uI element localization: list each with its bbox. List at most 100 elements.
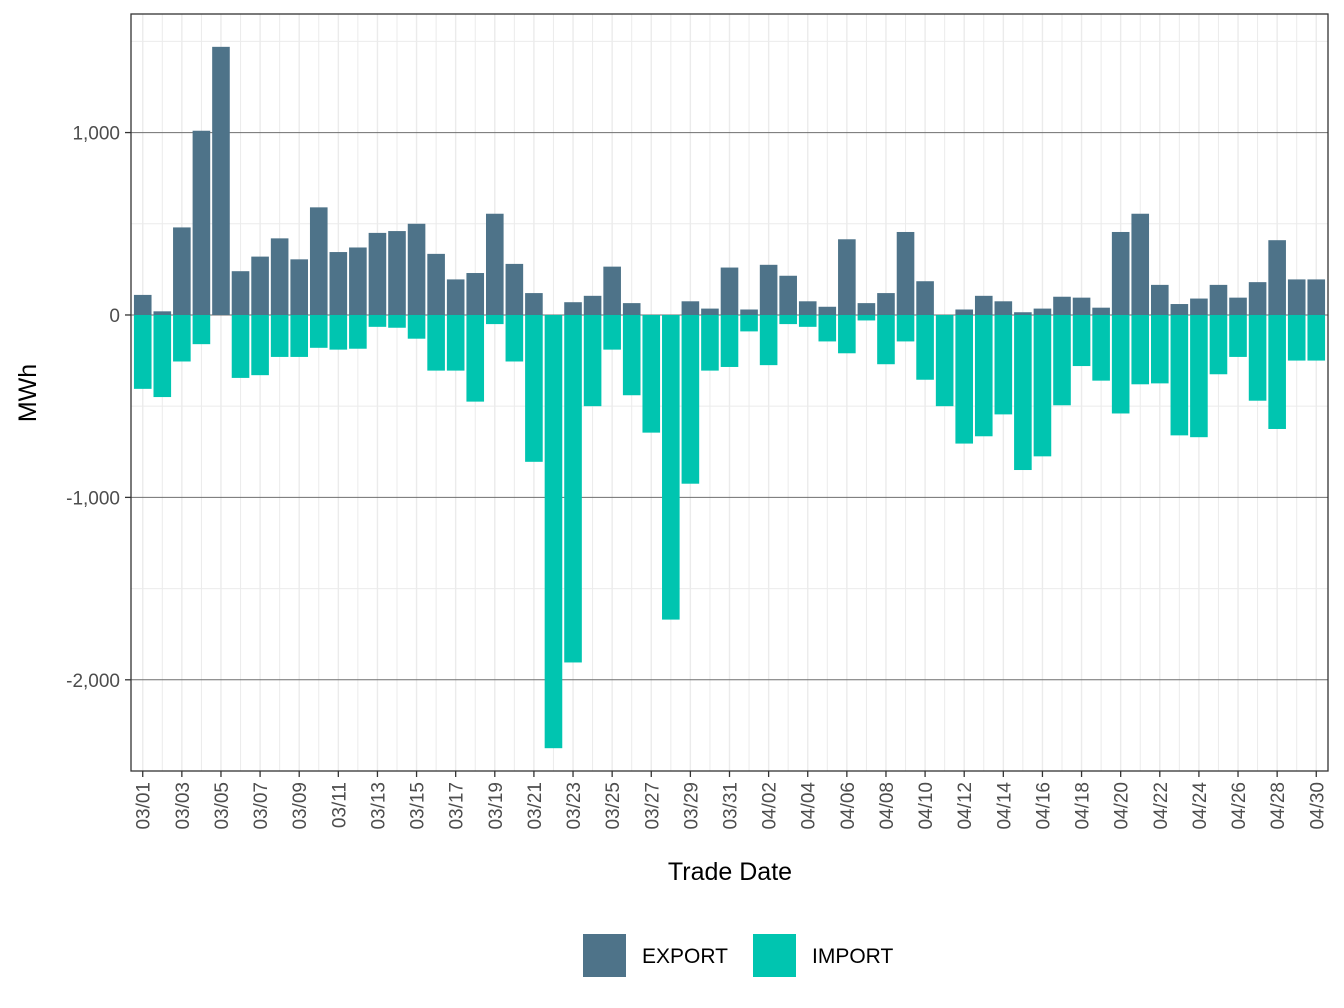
bar-import bbox=[1307, 314, 1326, 361]
bar-import bbox=[388, 314, 406, 328]
bar-export bbox=[603, 266, 621, 315]
bar-export bbox=[1033, 308, 1052, 315]
x-tick-label: 03/13 bbox=[368, 782, 389, 830]
bar-import bbox=[759, 314, 778, 366]
bar-import bbox=[838, 314, 856, 354]
bar-import bbox=[955, 314, 974, 444]
legend-label-export: EXPORT bbox=[642, 945, 728, 968]
bar-import bbox=[622, 314, 641, 396]
bar-import bbox=[896, 314, 915, 342]
bar-export bbox=[368, 232, 387, 315]
bar-export bbox=[309, 207, 328, 315]
bar-export bbox=[1170, 304, 1189, 315]
bar-export bbox=[1111, 231, 1130, 315]
bar-import bbox=[877, 314, 895, 365]
x-tick-label: 04/30 bbox=[1307, 782, 1328, 830]
bar-export bbox=[818, 306, 837, 315]
bar-export bbox=[798, 301, 817, 315]
bar-import bbox=[1014, 314, 1032, 471]
bar-import bbox=[251, 314, 269, 376]
bar-import bbox=[525, 314, 543, 462]
bar-export bbox=[1209, 284, 1228, 315]
bar-export bbox=[153, 311, 172, 315]
bar-export bbox=[349, 247, 367, 315]
bar-import bbox=[583, 314, 602, 407]
bar-import bbox=[740, 314, 758, 332]
bar-import bbox=[1131, 314, 1150, 385]
bar-export bbox=[290, 259, 309, 315]
bar-export bbox=[1053, 296, 1071, 315]
y-axis: -2,000 -1,000 0 1,000 bbox=[66, 124, 131, 692]
bar-export bbox=[759, 264, 778, 315]
bar-import bbox=[133, 314, 152, 389]
bar-import bbox=[1209, 314, 1228, 375]
bar-export bbox=[681, 301, 700, 315]
x-tick-label: 03/05 bbox=[212, 782, 233, 830]
bar-import bbox=[662, 314, 680, 620]
bar-import bbox=[1111, 314, 1130, 414]
bar-import bbox=[466, 314, 485, 402]
bar-import bbox=[1053, 314, 1071, 406]
bar-import bbox=[1229, 314, 1247, 357]
bar-export bbox=[720, 267, 739, 315]
bar-import bbox=[1190, 314, 1208, 438]
x-tick-label: 04/02 bbox=[760, 782, 781, 830]
bar-export bbox=[1268, 240, 1286, 315]
bar-import bbox=[446, 314, 465, 371]
x-tick-label: 04/24 bbox=[1190, 782, 1211, 830]
bar-export bbox=[446, 279, 465, 315]
bar-import bbox=[857, 314, 876, 321]
bar-export bbox=[466, 273, 485, 315]
bar-export bbox=[525, 293, 543, 315]
bar-import bbox=[231, 314, 250, 378]
bar-import bbox=[192, 314, 211, 345]
x-tick-label: 04/04 bbox=[799, 782, 820, 830]
bar-export bbox=[994, 301, 1013, 315]
bar-import bbox=[1072, 314, 1091, 367]
x-tick-label: 04/08 bbox=[877, 782, 898, 830]
bar-import bbox=[427, 314, 445, 371]
x-tick-label: 04/06 bbox=[838, 782, 859, 830]
x-tick-label: 03/27 bbox=[642, 782, 663, 830]
bar-export bbox=[505, 263, 524, 315]
bar-import bbox=[1170, 314, 1189, 436]
y-tick-label: 0 bbox=[109, 306, 120, 327]
x-tick-label: 04/18 bbox=[1073, 782, 1094, 830]
x-tick-label: 03/31 bbox=[721, 782, 742, 830]
x-tick-label: 03/07 bbox=[251, 782, 272, 830]
x-tick-label: 04/12 bbox=[955, 782, 976, 830]
bar-export bbox=[485, 213, 504, 315]
bar-import bbox=[1092, 314, 1110, 381]
bar-export bbox=[212, 46, 230, 315]
bar-import bbox=[994, 314, 1013, 415]
bar-export bbox=[192, 130, 211, 315]
bar-import bbox=[1268, 314, 1286, 429]
bar-import bbox=[349, 314, 367, 349]
bar-import bbox=[818, 314, 837, 342]
legend-label-import: IMPORT bbox=[812, 945, 893, 968]
x-tick-label: 03/29 bbox=[681, 782, 702, 830]
bar-export bbox=[622, 303, 641, 315]
bar-export bbox=[916, 281, 934, 315]
y-tick-label: 1,000 bbox=[72, 124, 120, 145]
x-tick-label: 03/03 bbox=[173, 782, 194, 830]
bar-export bbox=[974, 295, 993, 315]
bar-export bbox=[838, 239, 856, 315]
x-tick-label: 03/25 bbox=[603, 782, 624, 830]
x-tick-label: 03/01 bbox=[134, 782, 155, 830]
bar-import bbox=[173, 314, 191, 362]
bar-import bbox=[309, 314, 328, 348]
bar-import bbox=[329, 314, 348, 350]
bar-export bbox=[388, 231, 406, 315]
bar-export bbox=[564, 302, 582, 315]
legend-key-import bbox=[753, 934, 796, 977]
bar-export bbox=[407, 223, 426, 315]
bar-import bbox=[544, 314, 563, 749]
bar-import bbox=[642, 314, 661, 433]
y-tick-label: -1,000 bbox=[66, 488, 120, 509]
bar-import bbox=[290, 314, 309, 357]
bar-export bbox=[955, 309, 974, 315]
legend-key-export bbox=[583, 934, 626, 977]
bar-import bbox=[720, 314, 739, 367]
